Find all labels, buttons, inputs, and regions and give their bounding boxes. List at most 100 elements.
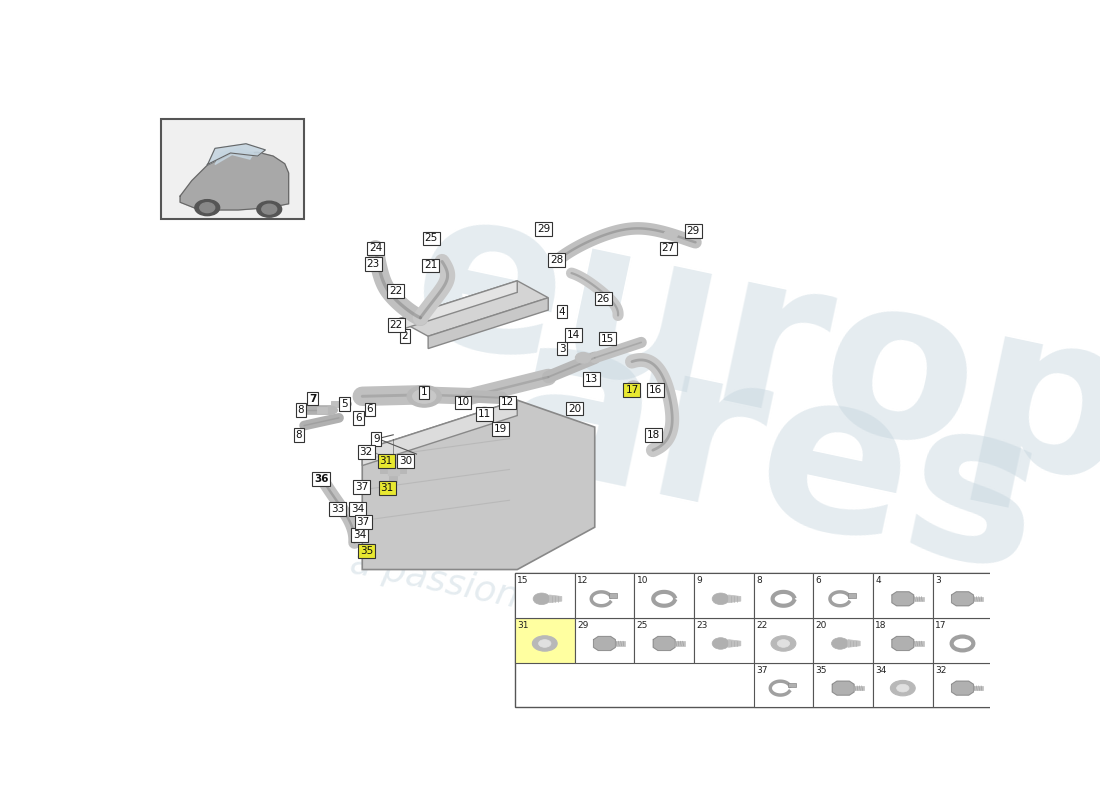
Text: 5: 5 [341,399,348,409]
Text: 8: 8 [298,405,305,415]
Ellipse shape [832,638,848,650]
Text: 29: 29 [576,621,588,630]
Ellipse shape [575,353,591,363]
Ellipse shape [339,400,351,408]
Bar [615,641,626,646]
Bar [388,464,398,475]
Polygon shape [892,637,914,650]
Text: 24: 24 [368,243,382,254]
Text: 9: 9 [696,577,702,586]
Text: 26: 26 [596,294,609,303]
Text: 4: 4 [559,306,565,317]
Ellipse shape [712,593,729,605]
Ellipse shape [539,640,551,647]
Ellipse shape [778,640,790,647]
Bar [813,662,873,707]
Bar [574,618,635,662]
Text: 20: 20 [815,621,827,630]
Bar [609,594,617,598]
Bar [873,662,933,707]
Text: 35: 35 [361,546,374,556]
Text: 25: 25 [637,621,648,630]
Polygon shape [594,637,615,650]
Bar [389,476,397,482]
Text: 11: 11 [478,409,492,419]
Text: 6: 6 [355,413,362,423]
Text: 9: 9 [373,434,380,444]
Polygon shape [833,682,854,695]
Text: 30: 30 [399,456,412,466]
Bar [381,466,388,473]
Text: 31: 31 [379,456,393,466]
Text: 10: 10 [456,398,470,407]
Text: 1: 1 [421,387,428,398]
Text: 3: 3 [935,577,940,586]
Text: 22: 22 [756,621,767,630]
Polygon shape [728,640,740,647]
Polygon shape [362,400,517,466]
Bar [515,574,574,618]
Text: 23: 23 [696,621,707,630]
Text: 16: 16 [649,385,662,395]
Bar [694,574,754,618]
Text: ares: ares [485,297,1060,619]
Text: 32: 32 [935,666,946,675]
Text: 4: 4 [876,577,881,586]
Bar [933,618,992,662]
Text: 33: 33 [331,504,344,514]
Polygon shape [728,595,740,602]
Polygon shape [892,592,914,606]
Bar [873,574,933,618]
Text: 15: 15 [517,577,529,586]
Text: 8: 8 [756,577,761,586]
Text: 3: 3 [559,343,565,354]
Polygon shape [952,592,974,606]
Polygon shape [549,595,562,602]
Bar [854,686,865,690]
Polygon shape [653,637,675,650]
Text: europ: europ [394,170,1100,530]
Bar [398,466,406,473]
Ellipse shape [890,681,915,696]
Text: 18: 18 [647,430,660,440]
Ellipse shape [257,201,282,217]
Text: 19: 19 [494,424,507,434]
Text: 36: 36 [314,474,329,484]
Text: 35: 35 [815,666,827,675]
Bar [813,618,873,662]
Ellipse shape [477,407,492,416]
Ellipse shape [385,456,402,467]
Bar [754,618,813,662]
Polygon shape [428,298,548,349]
Bar [331,401,341,407]
Ellipse shape [532,636,558,651]
Ellipse shape [663,230,678,239]
Text: 8: 8 [296,430,303,440]
Ellipse shape [692,226,702,232]
Text: 18: 18 [876,621,887,630]
Text: 22: 22 [389,320,403,330]
Polygon shape [207,144,265,166]
Ellipse shape [195,200,220,216]
Ellipse shape [371,242,382,250]
Text: 15: 15 [601,334,614,343]
Text: 2: 2 [402,331,408,342]
Text: 37: 37 [356,517,370,527]
Bar [813,574,873,618]
Text: 29: 29 [686,226,700,236]
Bar [972,686,983,690]
Text: 31: 31 [517,621,529,630]
Bar [674,641,685,646]
Polygon shape [848,640,860,647]
Text: 22: 22 [389,286,403,296]
Ellipse shape [351,531,362,538]
Bar [913,641,924,646]
Text: 20: 20 [568,404,581,414]
Text: 27: 27 [662,243,675,254]
Text: 25: 25 [425,234,438,243]
Text: 28: 28 [550,255,563,265]
Bar [635,618,694,662]
Ellipse shape [493,426,507,435]
Polygon shape [180,152,288,210]
Text: 37: 37 [355,482,368,492]
